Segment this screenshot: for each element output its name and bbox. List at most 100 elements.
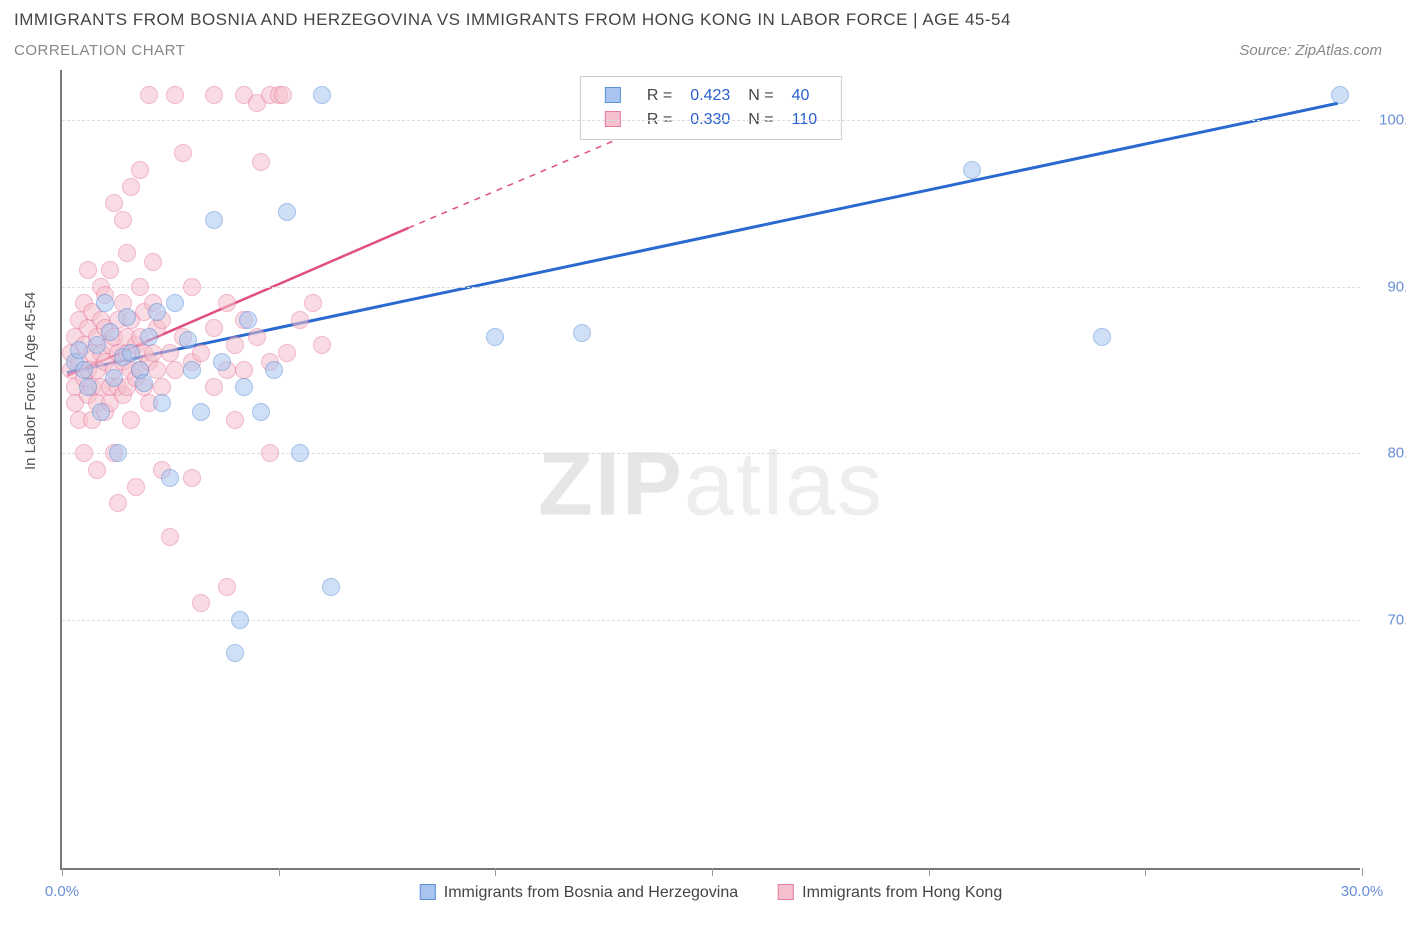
correlation-table: R = 0.423 N = 40 R = 0.330 N = 110 [595, 83, 827, 133]
scatter-point-hongkong [161, 344, 179, 362]
scatter-point-hongkong [291, 311, 309, 329]
watermark-bold: ZIP [538, 434, 684, 534]
y-axis-label: In Labor Force | Age 45-54 [22, 292, 39, 470]
scatter-point-bosnia [486, 328, 504, 346]
scatter-point-hongkong [88, 461, 106, 479]
chart-title: IMMIGRANTS FROM BOSNIA AND HERZEGOVINA V… [14, 10, 1011, 30]
scatter-point-bosnia [235, 378, 253, 396]
y-tick-label: 90.0% [1387, 278, 1406, 295]
scatter-point-hongkong [166, 361, 184, 379]
scatter-point-hongkong [235, 361, 253, 379]
scatter-point-hongkong [304, 294, 322, 312]
scatter-point-bosnia [231, 611, 249, 629]
scatter-point-hongkong [131, 278, 149, 296]
scatter-point-hongkong [144, 253, 162, 271]
y-tick-label: 70.0% [1387, 612, 1406, 629]
scatter-point-hongkong [183, 278, 201, 296]
legend-square-icon [420, 884, 436, 900]
scatter-point-bosnia [183, 361, 201, 379]
scatter-point-bosnia [322, 578, 340, 596]
trend-lines-layer [62, 70, 1360, 868]
scatter-point-hongkong [140, 86, 158, 104]
scatter-point-hongkong [192, 594, 210, 612]
scatter-point-hongkong [161, 528, 179, 546]
scatter-point-bosnia [573, 324, 591, 342]
x-tick-label: 30.0% [1341, 883, 1384, 900]
scatter-point-bosnia [166, 294, 184, 312]
scatter-point-hongkong [122, 411, 140, 429]
scatter-point-bosnia [239, 311, 257, 329]
scatter-point-bosnia [109, 444, 127, 462]
scatter-point-bosnia [213, 353, 231, 371]
correlation-legend-box: R = 0.423 N = 40 R = 0.330 N = 110 [580, 76, 842, 140]
gridline-h [62, 620, 1360, 621]
scatter-point-hongkong [278, 344, 296, 362]
legend-label-bosnia: Immigrants from Bosnia and Herzegovina [444, 884, 738, 901]
scatter-point-hongkong [144, 344, 162, 362]
scatter-point-hongkong [218, 294, 236, 312]
scatter-point-bosnia [122, 344, 140, 362]
scatter-point-hongkong [205, 378, 223, 396]
scatter-point-hongkong [174, 144, 192, 162]
r-label: R = [639, 85, 680, 107]
scatter-point-bosnia [1331, 86, 1349, 104]
source-name: ZipAtlas.com [1295, 42, 1382, 59]
scatter-point-bosnia [96, 294, 114, 312]
scatter-point-hongkong [101, 261, 119, 279]
scatter-point-bosnia [88, 336, 106, 354]
scatter-point-bosnia [153, 394, 171, 412]
scatter-point-hongkong [252, 153, 270, 171]
scatter-point-hongkong [261, 444, 279, 462]
x-tick-mark [1145, 868, 1146, 876]
scatter-point-bosnia [1093, 328, 1111, 346]
scatter-point-hongkong [248, 328, 266, 346]
source-attribution: Source: ZipAtlas.com [1239, 42, 1382, 59]
scatter-point-hongkong [226, 411, 244, 429]
legend-item-bosnia: Immigrants from Bosnia and Herzegovina [420, 884, 738, 902]
scatter-point-hongkong [218, 578, 236, 596]
correlation-row-bosnia: R = 0.423 N = 40 [597, 85, 825, 107]
scatter-point-hongkong [131, 161, 149, 179]
x-tick-mark [712, 868, 713, 876]
scatter-point-hongkong [166, 86, 184, 104]
scatter-plot-area: ZIPatlas R = 0.423 N = 40 R = 0.330 N = … [60, 70, 1360, 870]
watermark-rest: atlas [684, 434, 884, 534]
n-value-bosnia: 40 [784, 85, 826, 107]
scatter-point-bosnia [192, 403, 210, 421]
x-tick-mark [62, 868, 63, 876]
legend-square-icon [778, 884, 794, 900]
scatter-point-hongkong [205, 319, 223, 337]
scatter-point-bosnia [101, 323, 119, 341]
scatter-point-bosnia [963, 161, 981, 179]
y-tick-label: 100.0% [1379, 112, 1406, 129]
scatter-point-hongkong [109, 494, 127, 512]
scatter-point-hongkong [105, 194, 123, 212]
gridline-h [62, 120, 1360, 121]
watermark: ZIPatlas [538, 433, 884, 536]
source-label: Source: [1239, 42, 1291, 59]
scatter-point-bosnia [70, 341, 88, 359]
scatter-point-hongkong [183, 469, 201, 487]
legend-label-hongkong: Immigrants from Hong Kong [802, 884, 1002, 901]
gridline-h [62, 453, 1360, 454]
scatter-point-bosnia [140, 328, 158, 346]
scatter-point-bosnia [205, 211, 223, 229]
scatter-point-bosnia [135, 374, 153, 392]
scatter-point-hongkong [153, 378, 171, 396]
scatter-point-hongkong [75, 444, 93, 462]
bottom-legend: Immigrants from Bosnia and Herzegovina I… [420, 884, 1002, 902]
scatter-point-bosnia [161, 469, 179, 487]
scatter-point-bosnia [92, 403, 110, 421]
x-tick-mark [1362, 868, 1363, 876]
scatter-point-hongkong [122, 178, 140, 196]
x-tick-label: 0.0% [45, 883, 79, 900]
legend-square-hongkong [605, 111, 621, 127]
chart-subtitle: CORRELATION CHART [14, 42, 185, 59]
scatter-point-hongkong [205, 86, 223, 104]
y-tick-label: 80.0% [1387, 445, 1406, 462]
n-label: N = [740, 85, 781, 107]
legend-square-bosnia [605, 87, 621, 103]
scatter-point-hongkong [148, 361, 166, 379]
x-tick-mark [279, 868, 280, 876]
scatter-point-hongkong [118, 244, 136, 262]
